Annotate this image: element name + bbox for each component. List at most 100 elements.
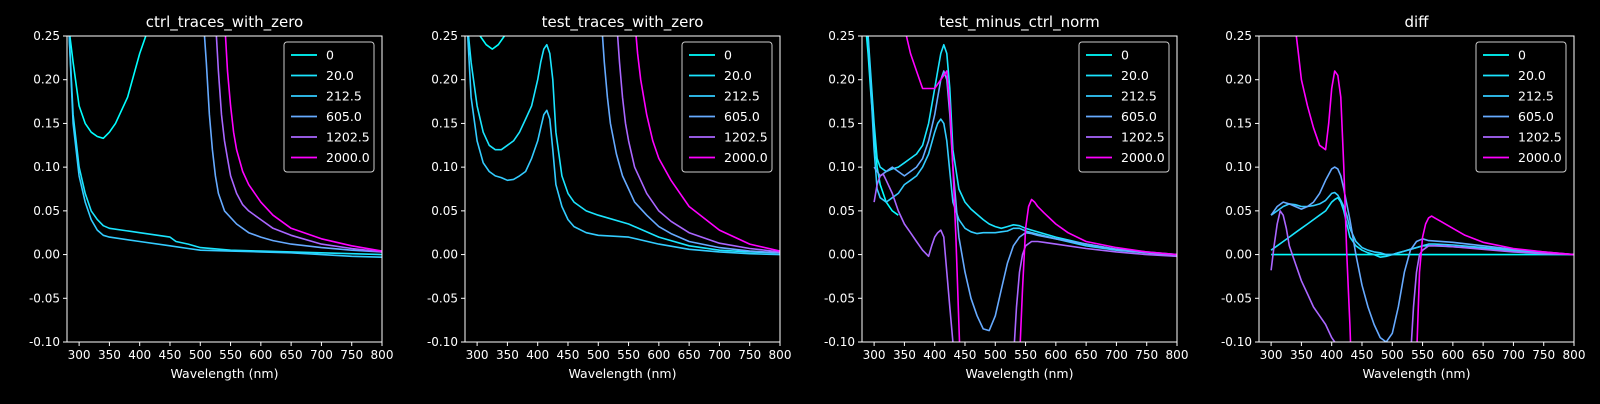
legend: 0 20.0 212.5 605.0 1202.5 2000.0 xyxy=(681,41,773,173)
x-tick-label: 550 xyxy=(1014,348,1037,362)
x-tick-label: 400 xyxy=(128,348,151,362)
x-tick-label: 300 xyxy=(68,348,91,362)
series-line-2000.0 xyxy=(1295,36,1574,342)
plot-area xyxy=(865,36,1177,342)
x-tick-label: 650 xyxy=(1075,348,1098,362)
x-tick-label: 400 xyxy=(923,348,946,362)
series-line-0 xyxy=(865,36,899,216)
x-axis-label: Wavelength (nm) xyxy=(171,366,279,381)
y-tick-label: 0.10 xyxy=(1225,160,1252,174)
y-tick-label: -0.10 xyxy=(1221,335,1252,349)
axes-frame xyxy=(464,35,781,343)
x-tick-label: 450 xyxy=(954,348,977,362)
subplot-2: test_traces_with_zero 300 350 400 450 500 550 6… xyxy=(427,13,792,381)
y-tick-label: 0.20 xyxy=(431,73,458,87)
x-tick-label: 750 xyxy=(1135,348,1158,362)
y-tick-label: 0.20 xyxy=(828,73,855,87)
y-tick-label: 0.15 xyxy=(431,116,458,130)
x-tick-label: 650 xyxy=(678,348,701,362)
x-tick-label: 350 xyxy=(98,348,121,362)
y-tick-label: 0.05 xyxy=(828,204,855,218)
series-line-20.0 xyxy=(1270,196,1574,259)
legend-entry: 2000.0 xyxy=(1518,150,1562,165)
x-tick-label: 400 xyxy=(1320,348,1343,362)
series-line-605.0 xyxy=(601,36,780,254)
x-tick-label: 600 xyxy=(249,348,272,362)
x-tick-label: 550 xyxy=(1411,348,1434,362)
legend-entry: 605.0 xyxy=(724,109,760,124)
legend-entry: 605.0 xyxy=(1121,109,1157,124)
x-tick-label: 800 xyxy=(1563,348,1586,362)
y-tick-label: 0.05 xyxy=(431,204,458,218)
legend-entry: 0 xyxy=(1518,48,1526,63)
y-tick-label: 0.15 xyxy=(33,116,60,130)
y-tick-label: -0.10 xyxy=(427,335,458,349)
x-tick-label: 300 xyxy=(466,348,489,362)
legend-entry: 212.5 xyxy=(326,89,362,104)
x-tick-label: 700 xyxy=(310,348,333,362)
y-tick-label: 0.00 xyxy=(1225,248,1252,262)
y-tick-label: -0.05 xyxy=(427,291,458,305)
x-tick-label: 350 xyxy=(893,348,916,362)
series-line-2000.0 xyxy=(905,36,1177,342)
legend-entry: 1202.5 xyxy=(326,130,370,145)
x-tick-label: 450 xyxy=(1351,348,1374,362)
y-tick-label: 0.15 xyxy=(828,116,855,130)
series-line-212.5 xyxy=(68,36,382,258)
legend-entry: 1202.5 xyxy=(1518,130,1562,145)
legend-entry: 20.0 xyxy=(1518,68,1546,83)
series-line-212.5 xyxy=(466,36,780,256)
legend-entry: 212.5 xyxy=(1518,89,1554,104)
y-tick-label: 0.15 xyxy=(1225,116,1252,130)
y-tick-label: -0.05 xyxy=(29,291,60,305)
x-tick-label: 300 xyxy=(1260,348,1283,362)
legend-entry: 212.5 xyxy=(1121,89,1157,104)
x-tick-label: 450 xyxy=(159,348,182,362)
x-axis-label: Wavelength (nm) xyxy=(966,366,1074,381)
legend-entry: 605.0 xyxy=(1518,109,1554,124)
plot-area xyxy=(68,36,382,258)
x-tick-label: 450 xyxy=(557,348,580,362)
legend-entry: 212.5 xyxy=(724,89,760,104)
legend-entry: 0 xyxy=(724,48,732,63)
legend-box xyxy=(283,41,375,173)
y-tick-label: 0.20 xyxy=(1225,73,1252,87)
series-line-605.0 xyxy=(1270,166,1574,342)
series-line-1202.5 xyxy=(873,173,1177,342)
x-tick-label: 300 xyxy=(863,348,886,362)
x-tick-label: 600 xyxy=(1044,348,1067,362)
x-tick-label: 600 xyxy=(1441,348,1464,362)
x-tick-label: 700 xyxy=(1105,348,1128,362)
x-tick-label: 550 xyxy=(219,348,242,362)
x-tick-label: 500 xyxy=(587,348,610,362)
y-tick-label: 0.25 xyxy=(33,29,60,43)
y-tick-label: -0.10 xyxy=(824,335,855,349)
legend-entry: 0 xyxy=(326,48,334,63)
x-axis-label: Wavelength (nm) xyxy=(569,366,677,381)
x-tick-label: 600 xyxy=(647,348,670,362)
legend-entry: 605.0 xyxy=(326,109,362,124)
legend-entry: 20.0 xyxy=(1121,68,1149,83)
x-tick-label: 750 xyxy=(340,348,363,362)
legend-entry: 0 xyxy=(1121,48,1129,63)
x-tick-label: 650 xyxy=(1472,348,1495,362)
x-tick-label: 750 xyxy=(1532,348,1555,362)
legend-entry: 1202.5 xyxy=(724,130,768,145)
y-tick-label: 0.00 xyxy=(828,248,855,262)
series-line-2000.0 xyxy=(635,36,780,252)
subplot-4: diff 300 350 400 450 500 550 600 650 700 750 800 -0.… xyxy=(1221,13,1586,381)
chart-title: diff xyxy=(1404,13,1429,31)
y-tick-label: -0.05 xyxy=(824,291,855,305)
x-tick-label: 700 xyxy=(708,348,731,362)
series-line-0 xyxy=(479,36,506,50)
chart-title: ctrl_traces_with_zero xyxy=(146,13,303,32)
x-tick-label: 800 xyxy=(1166,348,1189,362)
chart-title: test_minus_ctrl_norm xyxy=(939,13,1100,32)
x-tick-label: 650 xyxy=(280,348,303,362)
plot-area xyxy=(1270,36,1574,342)
x-tick-label: 400 xyxy=(526,348,549,362)
series-line-0 xyxy=(69,36,147,140)
plot-area xyxy=(466,36,780,256)
legend-entry: 2000.0 xyxy=(724,150,768,165)
